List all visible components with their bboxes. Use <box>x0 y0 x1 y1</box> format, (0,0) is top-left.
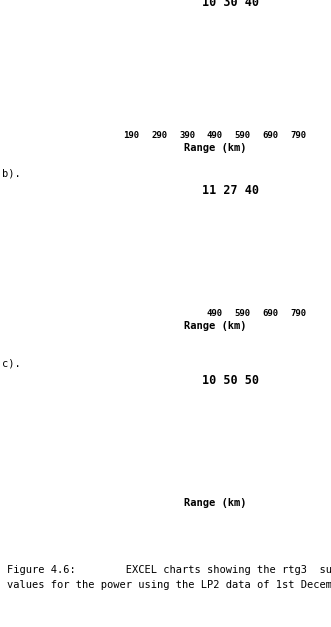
Text: 10 50 50: 10 50 50 <box>202 374 259 387</box>
Text: 10 30 40: 10 30 40 <box>202 0 259 9</box>
Text: c).: c). <box>2 358 21 368</box>
Text: Figure 4.6:        EXCEL charts showing the rtg3  subroutine's cal: Figure 4.6: EXCEL charts showing the rtg… <box>7 565 331 575</box>
Text: values for the power using the LP2 data of 1st December 1999.  The: values for the power using the LP2 data … <box>7 580 331 590</box>
Text: b).: b). <box>2 168 21 178</box>
Text: 11 27 40: 11 27 40 <box>202 184 259 198</box>
X-axis label: Range (km): Range (km) <box>184 498 246 508</box>
X-axis label: Range (km): Range (km) <box>184 143 246 153</box>
X-axis label: Range (km): Range (km) <box>184 321 246 331</box>
